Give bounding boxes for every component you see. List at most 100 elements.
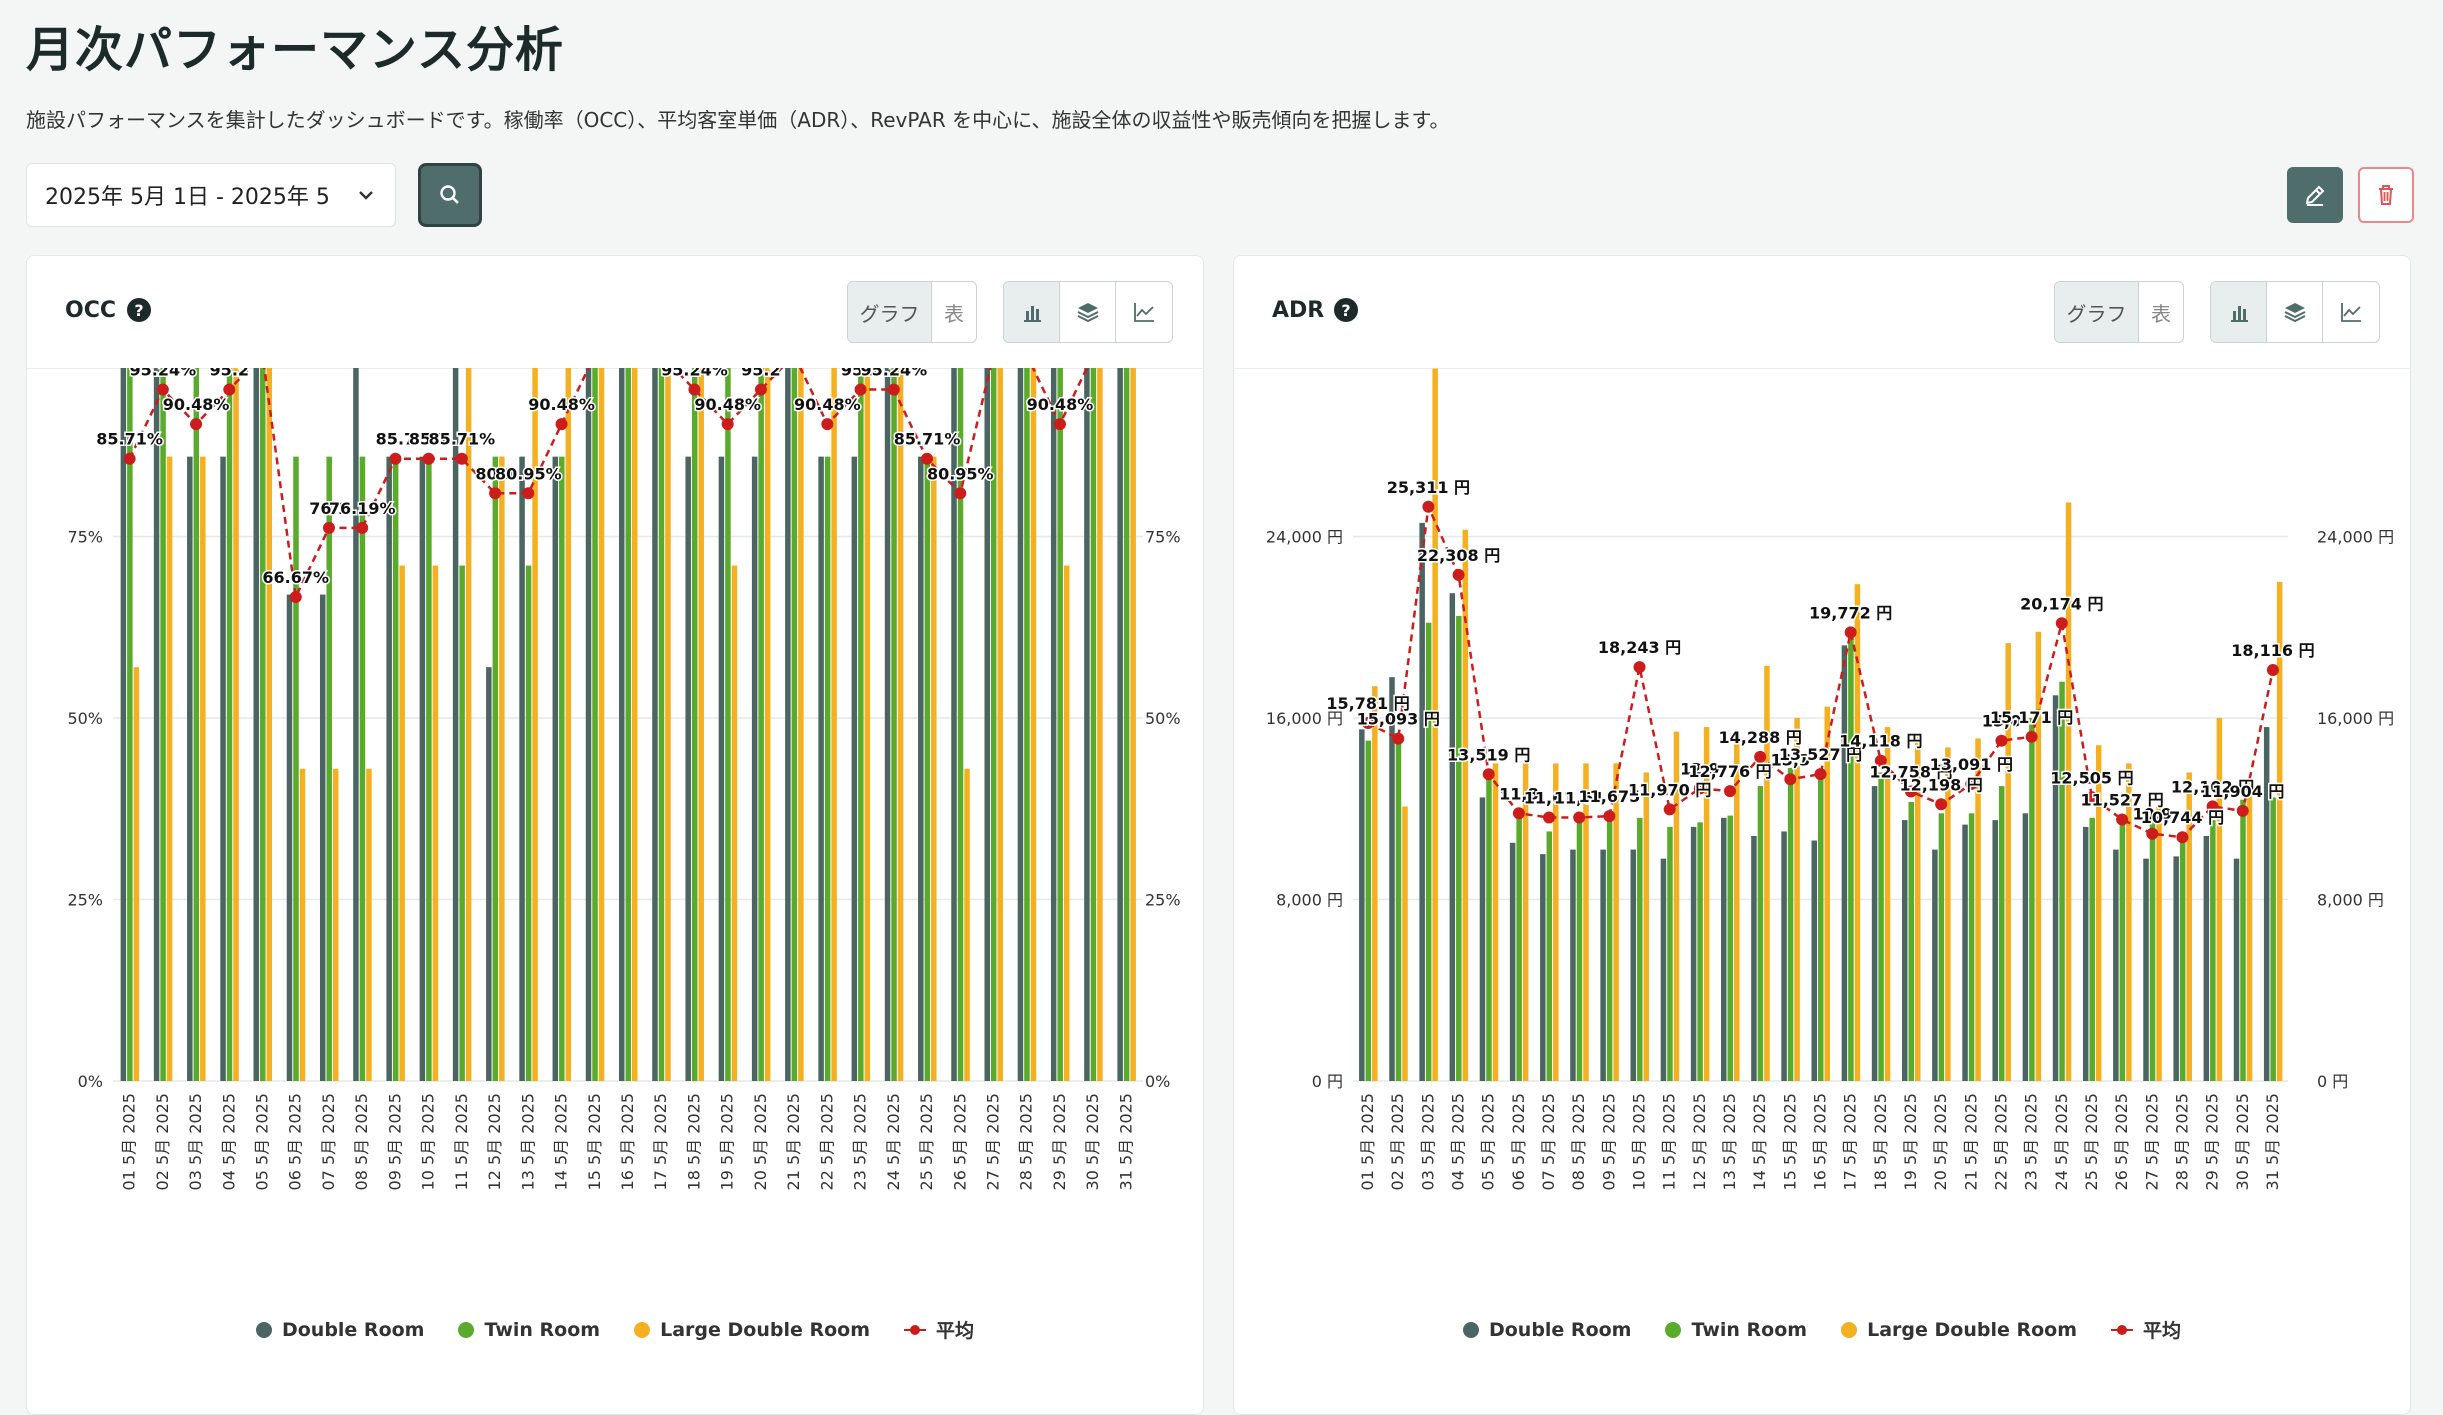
bar-2-5 <box>299 768 306 1081</box>
data-label: 12,776 円 <box>1688 762 1771 781</box>
bar-0-15 <box>619 368 625 1081</box>
bar-0-4 <box>1479 797 1486 1081</box>
bar-0-19 <box>751 456 758 1081</box>
average-point <box>754 383 767 396</box>
average-point <box>1633 661 1646 674</box>
bar-1-8 <box>1606 817 1613 1081</box>
bar-0-0 <box>1359 729 1365 1081</box>
bar-1-26 <box>990 368 997 1081</box>
x-tick-label: 21 5月 2025 <box>784 1093 803 1190</box>
bar-2-8 <box>399 565 405 1081</box>
bar-1-20 <box>1968 813 1975 1081</box>
average-point <box>688 383 701 396</box>
data-label: 13,091 円 <box>1930 755 2013 774</box>
legend-double[interactable]: Double Room <box>255 1316 424 1343</box>
edit-button[interactable] <box>2287 167 2343 223</box>
legend-large[interactable]: Large Double Room <box>1841 1316 2077 1343</box>
average-point <box>156 383 169 396</box>
average-point <box>289 590 302 603</box>
x-tick-label: 02 5月 2025 <box>153 1093 172 1190</box>
bar-1-26 <box>2149 817 2156 1081</box>
y-tick-label: 25% <box>67 891 103 910</box>
bar-1-6 <box>1546 831 1553 1081</box>
bar-0-6 <box>1540 854 1546 1081</box>
tab-table[interactable]: 表 <box>944 301 964 326</box>
bar-2-15 <box>1824 706 1830 1081</box>
average-point <box>422 452 435 465</box>
bar-1-14 <box>592 368 598 1081</box>
average-point <box>522 487 535 500</box>
help-icon[interactable]: ? <box>1334 298 1358 322</box>
x-tick-label: 21 5月 2025 <box>1961 1093 1980 1190</box>
stacked-chart-button[interactable] <box>1060 282 1116 342</box>
bar-1-27 <box>1024 368 1030 1081</box>
average-point <box>1482 768 1495 781</box>
bar-2-22 <box>864 368 871 1081</box>
x-tick-label: 30 5月 2025 <box>1083 1093 1102 1190</box>
tab-table[interactable]: 表 <box>2151 301 2171 326</box>
x-tick-label: 11 5月 2025 <box>1660 1093 1679 1190</box>
x-tick-label: 26 5月 2025 <box>2112 1093 2131 1190</box>
bar-1-8 <box>392 456 399 1081</box>
bar-chart-button[interactable] <box>1004 282 1060 342</box>
legend-average[interactable]: 平均 <box>2111 1316 2181 1343</box>
legend-large[interactable]: Large Double Room <box>634 1316 870 1343</box>
line-chart-button[interactable] <box>2323 282 2379 342</box>
delete-button[interactable] <box>2358 167 2414 223</box>
bar-0-29 <box>1084 368 1090 1081</box>
x-tick-label: 08 5月 2025 <box>1569 1093 1588 1190</box>
legend-twin[interactable]: Twin Room <box>1665 1316 1807 1343</box>
average-point <box>190 418 203 431</box>
bar-2-12 <box>532 368 538 1081</box>
bar-2-24 <box>931 456 937 1081</box>
y2-tick-label: 50% <box>1145 709 1181 728</box>
legend-double[interactable]: Double Room <box>1462 1316 1631 1343</box>
legend-twin[interactable]: Twin Room <box>458 1316 600 1343</box>
bar-chart-button[interactable] <box>2211 282 2267 342</box>
average-point <box>854 383 867 396</box>
y-tick-label: 8,000 円 <box>1276 891 1343 910</box>
bar-0-13 <box>1751 835 1757 1081</box>
bar-0-8 <box>1600 849 1606 1081</box>
stacked-chart-button[interactable] <box>2267 282 2323 342</box>
x-tick-label: 05 5月 2025 <box>1479 1093 1498 1190</box>
tab-graph[interactable]: グラフ <box>848 282 932 342</box>
bar-0-3 <box>220 456 226 1081</box>
data-label: 80.95% <box>927 464 994 483</box>
bar-1-23 <box>891 368 897 1081</box>
bar-2-23 <box>897 368 904 1081</box>
data-label: 66.67% <box>262 568 329 587</box>
average-point <box>2236 804 2249 817</box>
bar-2-0 <box>1372 686 1378 1081</box>
tab-graph[interactable]: グラフ <box>2055 282 2139 342</box>
legend-average[interactable]: 平均 <box>904 1316 974 1343</box>
help-icon[interactable]: ? <box>127 298 151 322</box>
bar-2-29 <box>2246 781 2253 1081</box>
data-label: 11,8 <box>1499 784 1538 803</box>
x-tick-label: 12 5月 2025 <box>1690 1093 1709 1190</box>
bar-1-21 <box>1998 786 2005 1081</box>
average-point <box>1573 811 1586 824</box>
bar-0-14 <box>585 368 592 1081</box>
bar-2-30 <box>1130 368 1136 1081</box>
bar-1-17 <box>1878 772 1884 1081</box>
bar-1-28 <box>1057 368 1063 1081</box>
x-tick-label: 20 5月 2025 <box>1931 1093 1950 1190</box>
line-chart-button[interactable] <box>1116 282 1172 342</box>
data-label: 11,61 <box>1524 788 1575 807</box>
x-tick-label: 13 5月 2025 <box>1720 1093 1739 1190</box>
bar-2-17 <box>1884 727 1891 1081</box>
bar-0-9 <box>419 456 426 1081</box>
bar-2-16 <box>665 368 671 1081</box>
date-range-picker[interactable]: 2025年 5月 1日 - 2025年 5 <box>26 163 396 227</box>
bar-2-14 <box>1794 718 1800 1081</box>
x-tick-label: 15 5月 2025 <box>1780 1093 1799 1190</box>
bar-2-13 <box>1764 665 1770 1081</box>
bar-0-10 <box>1660 858 1667 1081</box>
bar-1-11 <box>1697 822 1703 1081</box>
data-label: 90.48% <box>794 395 861 414</box>
search-button[interactable] <box>418 163 482 227</box>
bar-2-21 <box>831 368 837 1081</box>
y2-tick-label: 8,000 円 <box>2317 891 2384 910</box>
data-label: 90.48% <box>694 395 761 414</box>
